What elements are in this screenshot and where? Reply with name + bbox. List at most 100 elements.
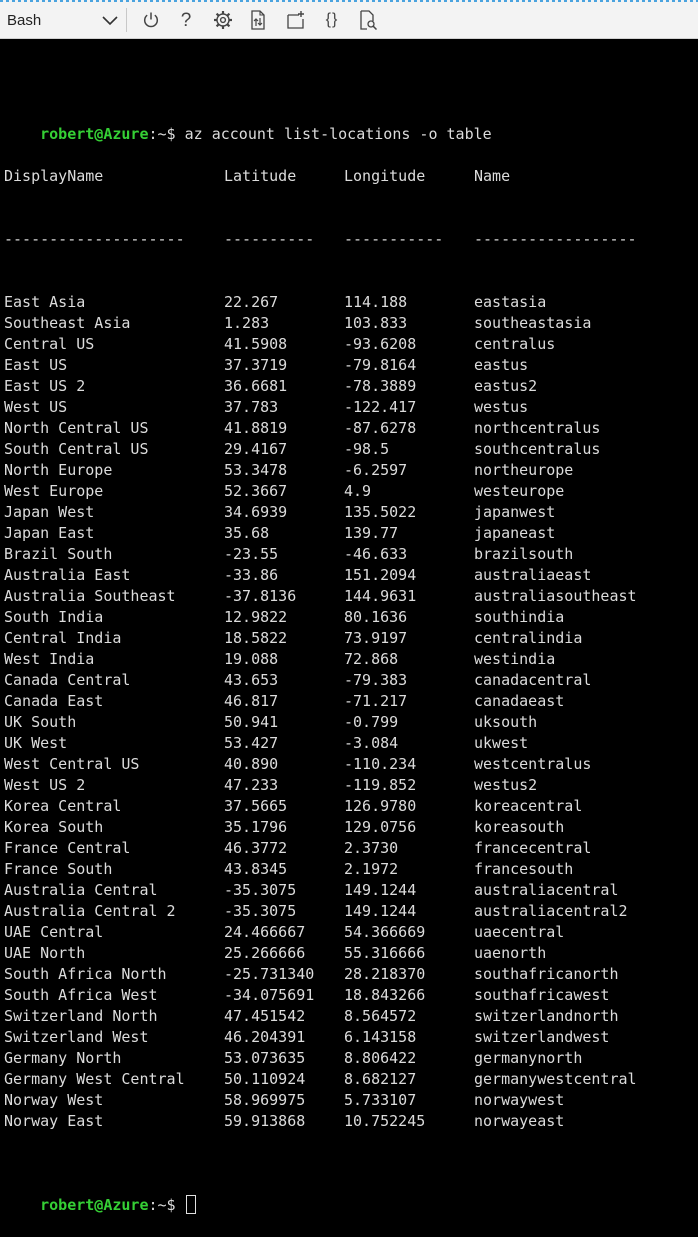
row-longitude: 151.2094 (344, 566, 417, 584)
row-displayname: Japan East (4, 524, 95, 542)
row-latitude: 36.6681 (224, 377, 288, 395)
row-latitude: -23.55 (224, 545, 279, 563)
row-displayname: West Europe (4, 482, 104, 500)
table-row: Switzerland West 46.204391 6.143158 switzer… (4, 1027, 698, 1048)
editor-button[interactable]: {} (319, 7, 345, 33)
row-name: westus2 (474, 776, 538, 794)
row-displayname: Central US (4, 335, 95, 353)
row-name: koreacentral (474, 797, 583, 815)
terminal-output[interactable]: robert@Azure :~$ az account list-location… (4, 61, 698, 1216)
row-latitude: 58.969975 (224, 1091, 306, 1109)
row-displayname: Canada Central (4, 671, 131, 689)
table-row: Central US 41.5908 -93.6208 centralus (4, 334, 698, 355)
table-row: Canada East 46.817 -71.217 canadaeast (4, 691, 698, 712)
row-longitude: -46.633 (344, 545, 408, 563)
table-row: West Central US 40.890 -110.234 westcentral… (4, 754, 698, 775)
row-longitude: -119.852 (344, 776, 417, 794)
row-displayname: Australia Central 2 (4, 902, 176, 920)
row-latitude: -33.86 (224, 566, 279, 584)
restart-button[interactable] (138, 7, 164, 33)
row-displayname: West India (4, 650, 95, 668)
row-name: eastus (474, 356, 529, 374)
table-row: South Africa North -25.731340 28.218370 sou… (4, 964, 698, 985)
row-longitude: 129.0756 (344, 818, 417, 836)
row-name: southafricanorth (474, 965, 619, 983)
row-displayname: Japan West (4, 503, 95, 521)
row-name: uaenorth (474, 944, 547, 962)
braces-icon: {} (325, 11, 339, 28)
row-longitude: 80.1636 (344, 608, 408, 626)
row-latitude: 24.466667 (224, 923, 306, 941)
row-longitude: 54.366669 (344, 923, 426, 941)
row-displayname: Southeast Asia (4, 314, 131, 332)
header-longitude: Longitude (344, 167, 426, 185)
terminal-cursor[interactable] (185, 1195, 196, 1214)
table-row: North Central US 41.8819 -87.6278 northcent… (4, 418, 698, 439)
row-latitude: 41.8819 (224, 419, 288, 437)
row-latitude: 53.073635 (224, 1049, 306, 1067)
row-name: norwaywest (474, 1091, 565, 1109)
row-name: germanynorth (474, 1049, 583, 1067)
row-longitude: 135.5022 (344, 503, 417, 521)
row-displayname: West US 2 (4, 776, 86, 794)
row-latitude: 46.3772 (224, 839, 288, 857)
table-row: France South 43.8345 2.1972 francesouth (4, 859, 698, 880)
table-row: East Asia 22.267 114.188 eastasia (4, 292, 698, 313)
command-text: az account list-locations -o table (184, 125, 492, 143)
row-name: westindia (474, 650, 556, 668)
row-name: japaneast (474, 524, 556, 542)
web-preview-button[interactable] (355, 7, 381, 33)
row-displayname: South Africa West (4, 986, 158, 1004)
row-displayname: North Central US (4, 419, 149, 437)
row-longitude: -93.6208 (344, 335, 417, 353)
row-name: southafricawest (474, 986, 610, 1004)
row-name: southcentralus (474, 440, 601, 458)
prompt-user: robert@Azure (40, 125, 149, 143)
row-displayname: France Central (4, 839, 131, 857)
row-latitude: -25.731340 (224, 965, 315, 983)
table-row: Switzerland North 47.451542 8.564572 switze… (4, 1006, 698, 1027)
table-row: Norway West 58.969975 5.733107 norwaywest (4, 1090, 698, 1111)
row-name: francesouth (474, 860, 574, 878)
row-longitude: -3.084 (344, 734, 399, 752)
row-name: australiaeast (474, 566, 592, 584)
table-row: Japan West 34.6939 135.5022 japanwest (4, 502, 698, 523)
row-displayname: Korea South (4, 818, 104, 836)
new-session-button[interactable] (283, 7, 309, 33)
row-name: eastasia (474, 293, 547, 311)
prompt-path: :~$ (148, 1196, 185, 1214)
row-displayname: UAE North (4, 944, 86, 962)
row-displayname: Australia East (4, 566, 131, 584)
settings-button[interactable] (210, 7, 236, 33)
table-header: DisplayName Latitude Longitude Name (4, 166, 698, 187)
row-latitude: 43.653 (224, 671, 279, 689)
row-name: australiacentral2 (474, 902, 628, 920)
row-displayname: East Asia (4, 293, 86, 311)
row-longitude: -78.3889 (344, 377, 417, 395)
row-name: westus (474, 398, 529, 416)
shell-type-select[interactable]: Bash (0, 5, 124, 35)
header-latitude: Latitude (224, 167, 297, 185)
row-longitude: -98.5 (344, 440, 390, 458)
help-button[interactable]: ? (173, 7, 199, 33)
row-name: japanwest (474, 503, 556, 521)
row-name: uaecentral (474, 923, 565, 941)
row-longitude: 10.752245 (344, 1112, 426, 1130)
row-displayname: France South (4, 860, 113, 878)
row-longitude: 6.143158 (344, 1028, 417, 1046)
separator-name: ------------------ (474, 230, 637, 248)
row-displayname: Brazil South (4, 545, 113, 563)
row-longitude: 72.868 (344, 650, 399, 668)
row-longitude: 144.9631 (344, 587, 417, 605)
upload-download-button[interactable] (246, 7, 272, 33)
row-latitude: 29.4167 (224, 440, 288, 458)
row-latitude: 47.233 (224, 776, 279, 794)
power-icon (142, 11, 160, 29)
row-longitude: -0.799 (344, 713, 399, 731)
upload-download-icon (249, 10, 269, 30)
row-longitude: 149.1244 (344, 881, 417, 899)
table-row: Australia Southeast -37.8136 144.9631 austr… (4, 586, 698, 607)
table-row: Germany West Central 50.110924 8.682127 ger… (4, 1069, 698, 1090)
table-row: UK West 53.427 -3.084 ukwest (4, 733, 698, 754)
help-icon: ? (180, 9, 192, 31)
